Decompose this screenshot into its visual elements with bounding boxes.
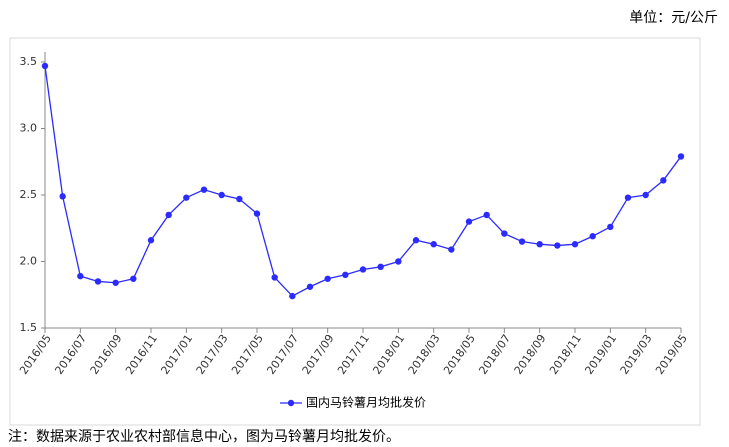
point	[518, 238, 526, 245]
point	[236, 195, 243, 203]
point	[289, 292, 296, 300]
x-tick-label: 2016/07	[52, 332, 89, 377]
x-tick-label: 2019/05	[653, 332, 690, 377]
x-tick-label: 2017/01	[158, 332, 195, 377]
y-tick-label: 2.5	[20, 188, 38, 201]
x-tick-label: 2018/09	[512, 332, 549, 377]
legend-marker	[287, 399, 295, 407]
point	[200, 186, 208, 193]
y-tick-label: 3.0	[20, 122, 38, 135]
x-tick-label: 2018/05	[441, 332, 478, 377]
point	[342, 271, 349, 278]
point	[589, 233, 596, 240]
x-tick-label: 2018/07	[476, 332, 513, 377]
x-tick-label: 2017/07	[264, 332, 301, 377]
note: 注：数据来源于农业农村部信息中心，图为马铃薯月均批发价。	[8, 428, 400, 445]
point	[183, 194, 190, 201]
y-tick-label: 2.0	[20, 255, 38, 268]
point	[607, 223, 614, 231]
legend-label: 国内马铃薯月均批发价	[306, 395, 426, 410]
point	[377, 263, 384, 271]
point	[501, 230, 508, 237]
point	[554, 242, 561, 249]
x-tick-label: 2017/03	[194, 332, 231, 377]
point	[271, 274, 278, 281]
point	[677, 153, 685, 160]
point	[412, 237, 420, 244]
x-tick-label: 2016/05	[17, 332, 54, 377]
point	[448, 246, 455, 253]
point	[77, 272, 84, 280]
x-tick-label: 2018/01	[370, 332, 407, 377]
point	[395, 258, 402, 265]
x-tick-label: 2017/05	[229, 332, 266, 377]
point	[660, 177, 667, 184]
point	[359, 266, 367, 273]
x-tick-label: 2016/09	[88, 332, 125, 377]
point	[253, 210, 261, 217]
point	[324, 275, 331, 282]
point	[571, 241, 579, 248]
y-tick-label: 3.5	[20, 55, 38, 68]
point	[306, 283, 314, 290]
point	[147, 237, 155, 244]
point	[94, 278, 102, 285]
point	[218, 191, 225, 199]
point	[165, 211, 172, 219]
x-tick-label: 2018/03	[406, 332, 443, 377]
chart-frame	[9, 37, 701, 426]
unit-label: 单位：元/公斤	[629, 10, 718, 26]
x-tick-label: 2019/03	[618, 332, 655, 377]
x-tick-label: 2017/09	[300, 332, 337, 377]
point	[483, 211, 490, 219]
point	[624, 194, 632, 201]
point	[430, 241, 437, 248]
point	[642, 191, 649, 199]
y-tick-label: 1.5	[20, 321, 38, 334]
point	[112, 279, 119, 286]
x-tick-label: 2017/11	[335, 332, 372, 377]
line	[44, 65, 682, 297]
x-tick-label: 2019/01	[582, 332, 619, 377]
x-tick-label: 2018/11	[547, 332, 584, 377]
point	[536, 241, 543, 248]
point	[465, 218, 473, 225]
point	[130, 275, 137, 282]
x-tick-label: 2016/11	[123, 332, 160, 377]
point	[59, 193, 66, 200]
point	[41, 62, 49, 70]
